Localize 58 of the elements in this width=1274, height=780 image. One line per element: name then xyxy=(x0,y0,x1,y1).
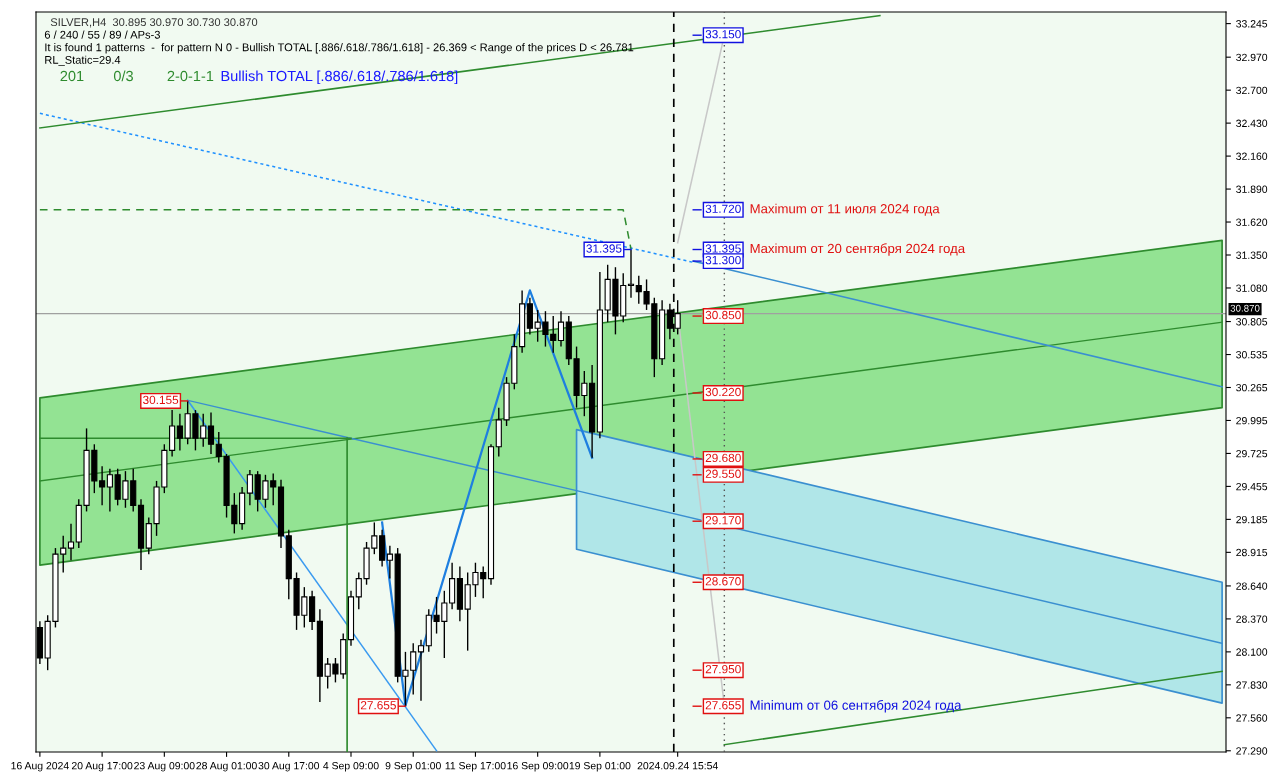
x-tick-label: 9 Sep 01:00 xyxy=(385,762,441,772)
y-tick-label: 28.100 xyxy=(1236,648,1268,656)
y-tick-label: 27.290 xyxy=(1236,747,1268,755)
y-tick-label: 30.805 xyxy=(1236,318,1268,326)
annotation: 27.655 xyxy=(360,701,396,710)
y-tick-label: 29.995 xyxy=(1236,416,1268,425)
ref-line-label: 30.220 xyxy=(705,387,741,397)
ref-line-label: 31.720 xyxy=(705,204,741,213)
x-tick-label: 23 Aug 09:00 xyxy=(134,762,195,772)
x-tick-label: 2024.09.24 15:54 xyxy=(637,762,718,770)
x-tick-label: 30 Aug 17:00 xyxy=(258,762,320,772)
ref-line-label: 31.395 xyxy=(705,244,741,253)
ref-line-label: 30.850 xyxy=(705,310,741,320)
x-tick-label: 19 Sep 01:00 xyxy=(569,762,631,772)
y-tick-label: 32.700 xyxy=(1236,86,1268,95)
y-tick-label: 32.430 xyxy=(1236,119,1268,127)
x-tick-label: 20 Aug 17:00 xyxy=(71,762,133,772)
y-tick-label: 29.455 xyxy=(1236,482,1268,491)
y-tick-label: 30.265 xyxy=(1236,384,1268,392)
y-tick-label: 32.160 xyxy=(1236,152,1268,160)
y-tick-label: 29.185 xyxy=(1236,515,1268,524)
y-tick-label: 33.245 xyxy=(1236,20,1268,28)
ref-line-label: 30.870 xyxy=(1230,304,1260,312)
ref-line-label: 29.170 xyxy=(705,516,741,525)
annotation: 2-0-1-1 xyxy=(167,70,214,82)
annotation: It is found 1 patterns - for pattern N 0 - Bullish TOTAL [.886/.618/.786/1.618] - 26.369 < Range of the prices D < 26.781 xyxy=(45,43,634,54)
ref-line-label: 31.300 xyxy=(705,255,741,265)
y-tick-label: 32.970 xyxy=(1236,53,1268,62)
ref-line-label: 27.950 xyxy=(705,664,741,674)
y-tick-label: 30.535 xyxy=(1236,351,1268,359)
annotation: Minimum от 06 сентября 2024 года xyxy=(750,700,962,713)
annotation: Maximum от 20 сентября 2024 года xyxy=(750,243,966,256)
y-tick-label: 31.350 xyxy=(1236,251,1268,259)
y-tick-label: 29.725 xyxy=(1236,449,1268,458)
chart-title: SILVER,H4 30.895 30.970 30.730 30.870 xyxy=(50,18,258,28)
annotation: 31.395 xyxy=(586,244,622,253)
x-tick-label: 11 Sep 17:00 xyxy=(445,762,506,772)
y-tick-label: 28.370 xyxy=(1236,615,1268,623)
annotation: RL_Static=29.4 xyxy=(45,55,121,66)
y-tick-label: 31.890 xyxy=(1236,185,1268,193)
annotation: 201 xyxy=(60,70,84,82)
y-tick-label: 31.080 xyxy=(1236,284,1268,292)
x-tick-label: 16 Aug 2024 xyxy=(11,762,69,772)
x-tick-label: 4 Sep 09:00 xyxy=(323,762,379,772)
ref-line-label: 29.550 xyxy=(705,469,741,478)
y-tick-label: 27.560 xyxy=(1236,714,1268,722)
ref-line-label: 29.680 xyxy=(705,453,741,463)
x-tick-label: 28 Aug 01:00 xyxy=(196,762,257,772)
annotation: Maximum от 11 июля 2024 года xyxy=(750,203,940,216)
annotation: 30.155 xyxy=(143,395,179,405)
y-tick-label: 27.830 xyxy=(1236,681,1268,689)
y-tick-label: 28.915 xyxy=(1236,548,1268,557)
x-tick-label: 16 Sep 09:00 xyxy=(507,762,569,772)
y-tick-label: 31.620 xyxy=(1236,218,1268,226)
ref-line-label: 28.670 xyxy=(705,577,741,586)
annotation: 6 / 240 / 55 / 89 / APs-3 xyxy=(44,30,160,39)
y-tick-label: 28.640 xyxy=(1236,582,1268,590)
annotation: 0/3 xyxy=(113,70,133,82)
